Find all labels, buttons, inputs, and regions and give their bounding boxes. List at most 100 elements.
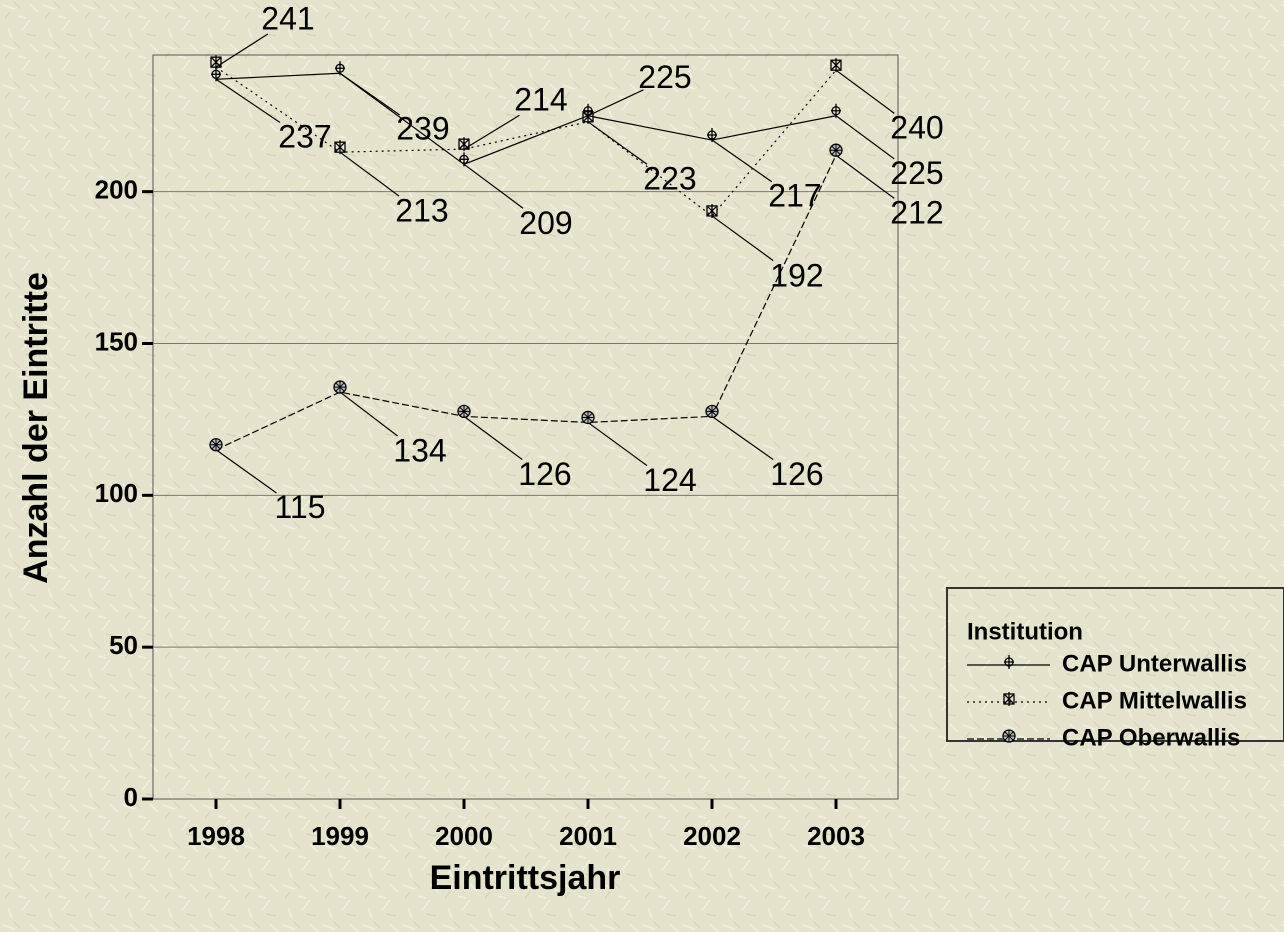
point-marker-part [582,411,594,424]
point-marker-part [707,128,717,143]
series-line [215,154,837,451]
leader-line [835,115,895,160]
data-label: 134 [393,433,446,469]
y-tick-label: 100 [95,478,138,508]
leader-line [711,215,774,262]
point-marker-part [210,55,222,70]
x-tick-label: 1999 [311,821,369,851]
y-tick-label: 150 [95,326,138,356]
data-label: 124 [643,462,696,498]
y-tick-label: 50 [109,630,138,660]
data-label: 217 [768,177,821,213]
x-tick-label: 2003 [807,821,865,851]
x-tick-label: 2001 [559,821,617,851]
x-tick-label: 2000 [435,821,493,851]
legend-marker [1003,692,1015,706]
leader-line [215,78,281,123]
legend-marker [1002,729,1016,743]
point-marker [707,128,717,143]
data-label: 225 [890,155,943,191]
point-marker [830,58,842,73]
y-axis-label: Anzahl der Eintritte [17,272,55,584]
point-marker [581,410,595,425]
x-tick-label: 2002 [683,821,741,851]
legend-label: CAP Unterwallis [1062,650,1247,677]
point-marker [706,203,718,218]
point-marker-part [334,381,346,394]
point-marker-part [459,152,469,167]
data-label: 126 [770,456,823,492]
point-marker [211,67,221,82]
y-tick-label: 0 [124,782,138,812]
point-marker [459,152,469,167]
data-label: 239 [396,111,449,147]
data-label: 115 [274,489,325,525]
leader-line [711,415,774,461]
point-marker [335,61,345,76]
point-marker-part [334,140,346,155]
leader-line [835,69,895,114]
data-label: 126 [518,456,571,492]
point-marker-part [706,203,718,218]
data-label: 225 [638,59,691,95]
leader-line [711,139,773,183]
legend-marker-part [1003,730,1015,742]
leader-line [215,449,277,494]
leader-line [463,163,524,209]
point-marker-part [706,405,718,418]
series-line [215,72,837,166]
point-marker [458,137,470,152]
data-label: 240 [890,110,943,146]
leader-line [339,72,401,116]
point-marker [457,404,471,419]
leader-line [339,151,400,197]
point-marker [334,140,346,155]
point-marker [210,55,222,70]
point-marker-part [458,405,470,418]
point-marker [333,380,347,394]
point-marker [705,404,719,419]
legend-marker-part [1004,655,1014,669]
point-marker-part [831,103,841,118]
leader-line [463,415,523,461]
legend-label: CAP Oberwallis [1062,724,1240,751]
legend-title: Institution [967,618,1083,645]
point-marker-part [830,58,842,73]
leader-line [339,391,398,437]
data-label: 214 [514,82,567,118]
data-label: 192 [770,257,823,293]
plot-frame [152,54,899,800]
legend-marker-part [1003,692,1015,706]
data-label: 213 [395,193,448,229]
point-marker-part [210,438,222,451]
legend-box [946,587,1284,742]
leader-line [835,154,895,199]
point-marker-part [458,137,470,152]
point-marker-part [335,61,345,76]
point-marker-part [830,144,842,157]
data-label: 223 [643,160,696,196]
legend-label: CAP Mittelwallis [1062,687,1247,714]
data-label: 237 [278,119,331,155]
x-tick-label: 1998 [187,821,245,851]
leader-line [587,89,644,117]
x-axis-label: Eintrittsjahr [430,859,621,897]
data-label: 241 [261,1,314,37]
leader-line [463,114,520,150]
point-marker [829,143,843,157]
point-marker-part [582,109,594,124]
data-label: 209 [519,205,572,241]
legend-marker [1004,655,1014,669]
data-label: 212 [890,195,943,231]
leader-line [587,121,648,165]
series-line [215,66,837,217]
y-tick-label: 200 [95,175,138,205]
point-marker [582,109,594,124]
point-marker [831,103,841,118]
leader-line [215,33,269,68]
point-marker-part [211,67,221,82]
point-marker [209,438,223,452]
leader-line [587,421,648,467]
